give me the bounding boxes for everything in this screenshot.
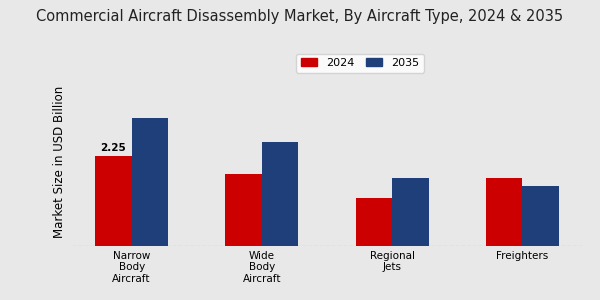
Text: 2.25: 2.25 [101, 143, 126, 153]
Bar [356, 198, 392, 246]
Text: Commercial Aircraft Disassembly Market, By Aircraft Type, 2024 & 2035: Commercial Aircraft Disassembly Market, … [37, 9, 563, 24]
Bar [262, 142, 298, 246]
Bar [392, 178, 428, 246]
Bar [95, 156, 131, 246]
Bar [226, 174, 262, 246]
Bar [486, 178, 523, 246]
Legend: 2024, 2035: 2024, 2035 [296, 54, 424, 73]
Y-axis label: Market Size in USD Billion: Market Size in USD Billion [53, 86, 67, 238]
Bar [131, 118, 168, 246]
Bar [523, 186, 559, 246]
